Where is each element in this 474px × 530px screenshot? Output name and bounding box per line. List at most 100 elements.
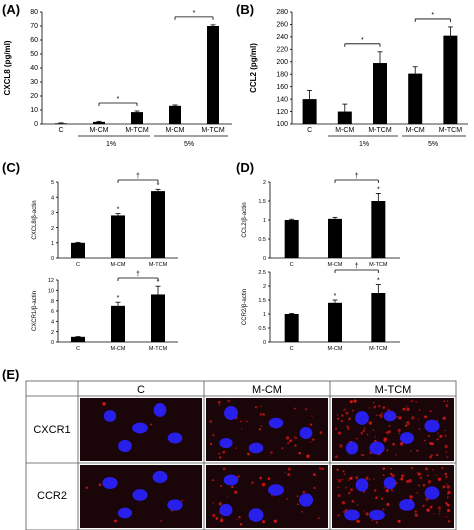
marker-signal [441, 467, 444, 470]
bar [131, 112, 143, 124]
marker-signal [362, 454, 365, 456]
y-tick-label: 6 [51, 309, 54, 315]
marker-signal [222, 450, 226, 454]
category-label: M-CM [335, 127, 354, 134]
marker-signal [381, 412, 384, 415]
marker-signal [390, 489, 393, 492]
marker-signal [231, 485, 234, 489]
marker-signal [391, 473, 395, 478]
marker-signal [287, 442, 290, 444]
nucleus [219, 503, 233, 517]
micrograph-ccr2-m-cm [206, 465, 328, 528]
category-label: C [307, 127, 312, 134]
marker-signal [319, 431, 323, 435]
marker-signal [382, 474, 385, 476]
marker-signal [337, 486, 340, 489]
category-label: M-CM [111, 262, 126, 268]
nucleus [383, 476, 397, 490]
panel-label-b: (B) [236, 2, 254, 17]
marker-signal [336, 478, 338, 480]
marker-signal [351, 409, 354, 412]
marker-signal [446, 508, 451, 513]
marker-signal [436, 438, 439, 441]
chart-d-bottom: 0 0.5 1 1.5 2 2.5 CCR2/β-actin C M-CM * M-TCM * † [242, 263, 400, 352]
y-tick-label: 120 [276, 109, 288, 116]
marker-signal [418, 418, 420, 420]
nucleus [248, 442, 264, 454]
panel-label-d: (D) [236, 160, 254, 175]
marker-signal [446, 456, 449, 458]
nucleus [268, 484, 284, 496]
marker-signal [239, 420, 242, 423]
marker-signal [380, 497, 384, 500]
chart-b: 100 120 140 160 180 200 220 240 260 280 CCL2 (pg/m… [249, 9, 468, 134]
marker-signal [281, 447, 284, 450]
y-tick-label: 20 [30, 93, 38, 100]
y-tick-label: 0 [51, 340, 54, 346]
marker-signal [386, 449, 389, 452]
bar [302, 99, 317, 124]
marker-signal [382, 406, 386, 409]
marker-signal [222, 467, 226, 471]
marker-signal [341, 478, 344, 481]
y-tick-label: 1.5 [258, 298, 266, 304]
marker-signal [313, 486, 316, 490]
marker-signal [435, 474, 438, 477]
marker-signal [411, 400, 414, 403]
marker-signal [306, 454, 310, 458]
nucleus [399, 432, 415, 444]
y-tick-label: 140 [276, 96, 288, 103]
y-tick-label: 0 [51, 256, 54, 262]
bar [373, 63, 387, 124]
marker-signal [382, 467, 386, 470]
marker-signal [236, 519, 238, 521]
marker-signal [355, 519, 359, 523]
marker-signal [346, 425, 350, 429]
marker-signal [267, 477, 271, 481]
bar [151, 191, 165, 258]
marker-signal [404, 424, 408, 427]
micrograph-cxcr1-c [80, 398, 202, 461]
marker-signal [85, 486, 89, 489]
marker-signal [397, 519, 401, 523]
chart-c-top: 0 1 2 3 4 5 CXCL8/β-actin C M-CM * M-TCM * † [32, 173, 178, 268]
y-tick-label: 1 [263, 312, 266, 318]
marker-signal [416, 491, 419, 494]
y-tick-label: 220 [276, 47, 288, 54]
nucleus [223, 474, 239, 486]
y-tick-label: 50 [30, 51, 38, 58]
bar [111, 215, 125, 258]
marker-signal [209, 442, 213, 446]
y-axis-label: CXCL8/β-actin [32, 200, 38, 239]
marker-signal [220, 516, 223, 519]
panel-label-e: (E) [2, 367, 19, 382]
y-tick-label: 2 [51, 226, 54, 232]
row-header-ccr2: CCR2 [37, 490, 67, 502]
marker-signal [341, 501, 346, 505]
category-label: C [76, 262, 80, 268]
nucleus [299, 426, 313, 440]
marker-signal [375, 496, 378, 500]
marker-signal [337, 514, 340, 517]
significance-marker: † [355, 263, 359, 270]
marker-signal [411, 416, 415, 420]
marker-signal [417, 472, 421, 476]
marker-signal [373, 401, 375, 404]
marker-signal [414, 513, 417, 516]
marker-signal [114, 519, 117, 523]
nucleus [355, 478, 369, 492]
category-label: M-TCM [149, 346, 168, 352]
marker-signal [355, 476, 359, 480]
marker-signal [260, 405, 262, 407]
marker-signal [258, 428, 262, 431]
marker-signal [309, 441, 312, 443]
bar [371, 201, 386, 258]
category-label: M-CM [328, 346, 343, 352]
marker-signal [424, 439, 426, 442]
y-tick-label: 4 [51, 320, 54, 326]
marker-signal [398, 416, 402, 420]
marker-signal [209, 420, 213, 423]
marker-signal [273, 519, 277, 523]
marker-signal [446, 485, 451, 489]
y-axis-label: CXCR1/β-actin [32, 291, 38, 331]
